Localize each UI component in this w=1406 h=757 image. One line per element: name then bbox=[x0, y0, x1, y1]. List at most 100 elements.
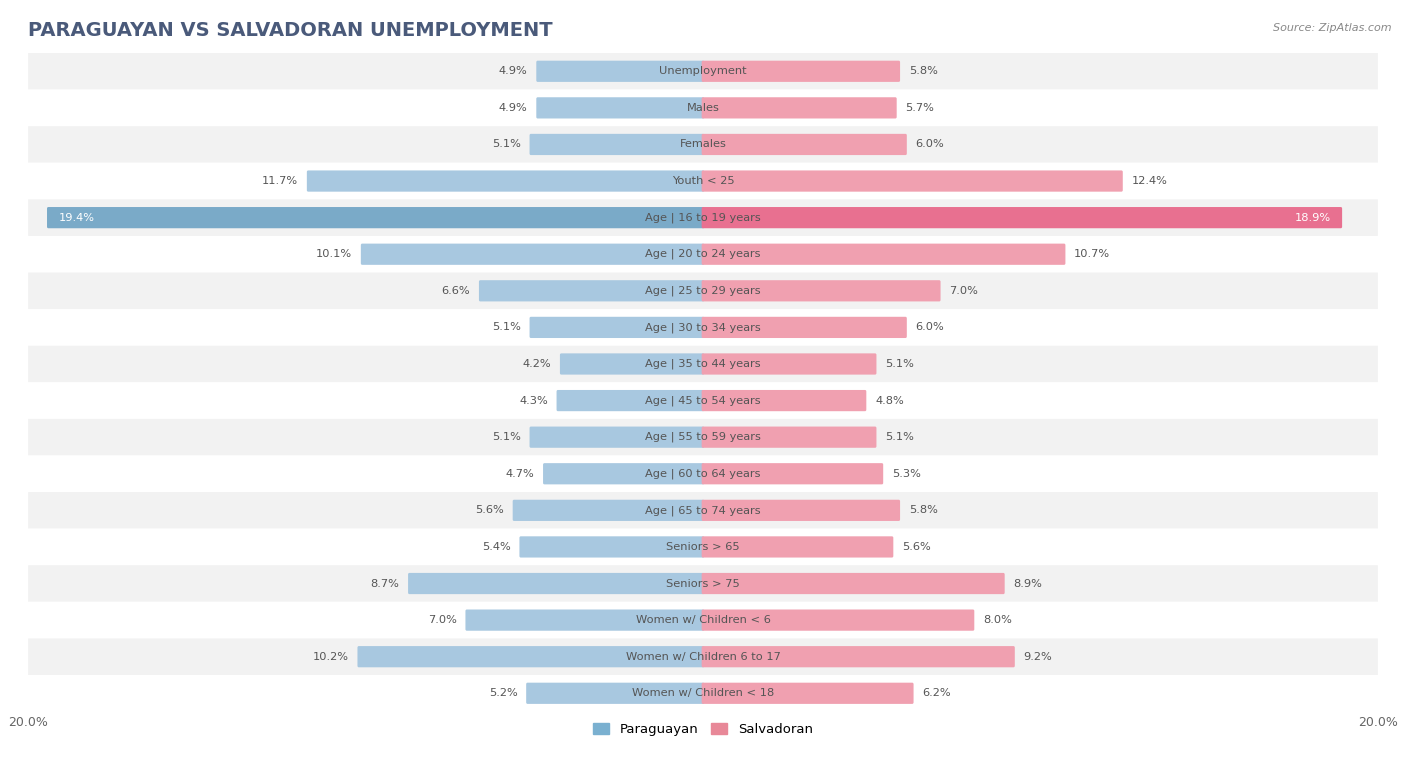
Text: Women w/ Children < 18: Women w/ Children < 18 bbox=[631, 688, 775, 698]
FancyBboxPatch shape bbox=[702, 354, 876, 375]
FancyBboxPatch shape bbox=[408, 573, 704, 594]
FancyBboxPatch shape bbox=[543, 463, 704, 484]
FancyBboxPatch shape bbox=[465, 609, 704, 631]
Legend: Paraguayan, Salvadoran: Paraguayan, Salvadoran bbox=[588, 718, 818, 741]
Text: 5.6%: 5.6% bbox=[475, 506, 503, 516]
FancyBboxPatch shape bbox=[526, 683, 704, 704]
FancyBboxPatch shape bbox=[28, 126, 1378, 163]
Text: Age | 65 to 74 years: Age | 65 to 74 years bbox=[645, 505, 761, 516]
FancyBboxPatch shape bbox=[357, 646, 704, 668]
FancyBboxPatch shape bbox=[28, 89, 1378, 126]
Text: 5.7%: 5.7% bbox=[905, 103, 935, 113]
Text: 4.8%: 4.8% bbox=[875, 396, 904, 406]
FancyBboxPatch shape bbox=[530, 134, 704, 155]
FancyBboxPatch shape bbox=[28, 163, 1378, 199]
FancyBboxPatch shape bbox=[530, 426, 704, 448]
FancyBboxPatch shape bbox=[28, 456, 1378, 492]
Text: Seniors > 65: Seniors > 65 bbox=[666, 542, 740, 552]
Text: 12.4%: 12.4% bbox=[1132, 176, 1167, 186]
FancyBboxPatch shape bbox=[702, 390, 866, 411]
FancyBboxPatch shape bbox=[702, 426, 876, 448]
FancyBboxPatch shape bbox=[361, 244, 704, 265]
Text: 10.7%: 10.7% bbox=[1074, 249, 1111, 259]
Text: 7.0%: 7.0% bbox=[427, 615, 457, 625]
FancyBboxPatch shape bbox=[519, 536, 704, 558]
FancyBboxPatch shape bbox=[28, 565, 1378, 602]
FancyBboxPatch shape bbox=[513, 500, 704, 521]
Text: 5.2%: 5.2% bbox=[489, 688, 517, 698]
Text: Source: ZipAtlas.com: Source: ZipAtlas.com bbox=[1274, 23, 1392, 33]
Text: 5.1%: 5.1% bbox=[886, 359, 914, 369]
FancyBboxPatch shape bbox=[28, 675, 1378, 712]
FancyBboxPatch shape bbox=[702, 244, 1066, 265]
Text: 10.2%: 10.2% bbox=[312, 652, 349, 662]
FancyBboxPatch shape bbox=[28, 492, 1378, 528]
Text: Age | 30 to 34 years: Age | 30 to 34 years bbox=[645, 322, 761, 332]
Text: Women w/ Children 6 to 17: Women w/ Children 6 to 17 bbox=[626, 652, 780, 662]
FancyBboxPatch shape bbox=[28, 273, 1378, 309]
FancyBboxPatch shape bbox=[702, 646, 1015, 668]
Text: 7.0%: 7.0% bbox=[949, 286, 979, 296]
FancyBboxPatch shape bbox=[557, 390, 704, 411]
Text: Youth < 25: Youth < 25 bbox=[672, 176, 734, 186]
Text: 9.2%: 9.2% bbox=[1024, 652, 1052, 662]
FancyBboxPatch shape bbox=[702, 207, 1343, 229]
Text: Age | 16 to 19 years: Age | 16 to 19 years bbox=[645, 213, 761, 223]
Text: 4.9%: 4.9% bbox=[499, 67, 527, 76]
Text: Males: Males bbox=[686, 103, 720, 113]
Text: 5.6%: 5.6% bbox=[903, 542, 931, 552]
Text: 5.8%: 5.8% bbox=[908, 67, 938, 76]
FancyBboxPatch shape bbox=[702, 536, 893, 558]
Text: 10.1%: 10.1% bbox=[316, 249, 352, 259]
Text: Unemployment: Unemployment bbox=[659, 67, 747, 76]
Text: 4.3%: 4.3% bbox=[519, 396, 548, 406]
FancyBboxPatch shape bbox=[536, 97, 704, 119]
Text: 8.9%: 8.9% bbox=[1014, 578, 1042, 588]
FancyBboxPatch shape bbox=[28, 419, 1378, 456]
Text: 8.7%: 8.7% bbox=[370, 578, 399, 588]
Text: 4.9%: 4.9% bbox=[499, 103, 527, 113]
FancyBboxPatch shape bbox=[28, 309, 1378, 346]
Text: PARAGUAYAN VS SALVADORAN UNEMPLOYMENT: PARAGUAYAN VS SALVADORAN UNEMPLOYMENT bbox=[28, 21, 553, 40]
Text: Age | 35 to 44 years: Age | 35 to 44 years bbox=[645, 359, 761, 369]
FancyBboxPatch shape bbox=[702, 97, 897, 119]
FancyBboxPatch shape bbox=[702, 463, 883, 484]
Text: 5.1%: 5.1% bbox=[492, 432, 520, 442]
Text: Seniors > 75: Seniors > 75 bbox=[666, 578, 740, 588]
FancyBboxPatch shape bbox=[28, 236, 1378, 273]
FancyBboxPatch shape bbox=[560, 354, 704, 375]
FancyBboxPatch shape bbox=[46, 207, 704, 229]
Text: 4.2%: 4.2% bbox=[523, 359, 551, 369]
Text: 8.0%: 8.0% bbox=[983, 615, 1012, 625]
FancyBboxPatch shape bbox=[702, 280, 941, 301]
Text: 5.1%: 5.1% bbox=[492, 322, 520, 332]
FancyBboxPatch shape bbox=[536, 61, 704, 82]
Text: 18.9%: 18.9% bbox=[1295, 213, 1330, 223]
FancyBboxPatch shape bbox=[307, 170, 704, 192]
Text: 5.3%: 5.3% bbox=[891, 469, 921, 478]
FancyBboxPatch shape bbox=[28, 346, 1378, 382]
Text: 19.4%: 19.4% bbox=[59, 213, 94, 223]
FancyBboxPatch shape bbox=[702, 316, 907, 338]
Text: 6.0%: 6.0% bbox=[915, 322, 945, 332]
Text: 11.7%: 11.7% bbox=[262, 176, 298, 186]
Text: Age | 60 to 64 years: Age | 60 to 64 years bbox=[645, 469, 761, 479]
Text: Women w/ Children < 6: Women w/ Children < 6 bbox=[636, 615, 770, 625]
FancyBboxPatch shape bbox=[479, 280, 704, 301]
Text: 6.6%: 6.6% bbox=[441, 286, 470, 296]
Text: Age | 45 to 54 years: Age | 45 to 54 years bbox=[645, 395, 761, 406]
Text: 5.1%: 5.1% bbox=[886, 432, 914, 442]
FancyBboxPatch shape bbox=[702, 573, 1005, 594]
Text: Females: Females bbox=[679, 139, 727, 149]
Text: 4.7%: 4.7% bbox=[506, 469, 534, 478]
FancyBboxPatch shape bbox=[28, 602, 1378, 638]
FancyBboxPatch shape bbox=[28, 199, 1378, 236]
FancyBboxPatch shape bbox=[702, 500, 900, 521]
Text: Age | 20 to 24 years: Age | 20 to 24 years bbox=[645, 249, 761, 260]
FancyBboxPatch shape bbox=[702, 609, 974, 631]
Text: 5.1%: 5.1% bbox=[492, 139, 520, 149]
FancyBboxPatch shape bbox=[702, 61, 900, 82]
FancyBboxPatch shape bbox=[28, 53, 1378, 89]
Text: Age | 25 to 29 years: Age | 25 to 29 years bbox=[645, 285, 761, 296]
FancyBboxPatch shape bbox=[702, 134, 907, 155]
